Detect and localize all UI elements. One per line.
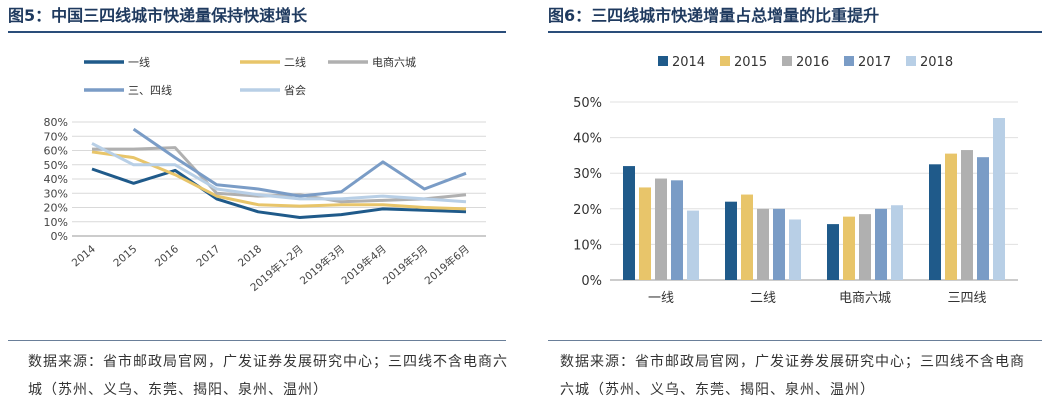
bar-2015-1 <box>639 187 651 280</box>
bar-2014-1 <box>623 166 635 280</box>
bar-2017-3 <box>875 208 887 280</box>
legend-label: 省会 <box>284 84 306 97</box>
y-tick-label: 30% <box>573 167 602 182</box>
legend-label: 电商六城 <box>372 55 416 69</box>
legend-label: 2014 <box>672 55 705 70</box>
y-tick-label: 10% <box>573 238 602 253</box>
series-line-4 <box>132 127 467 198</box>
x-tick-label: 2016 <box>153 243 181 270</box>
bar-2016-1 <box>655 178 667 280</box>
x-tick-label: 一线 <box>648 291 674 306</box>
figure-5-source-rule <box>8 340 506 341</box>
figure-6-source-rule <box>548 340 1042 341</box>
figure-5-panel: 图5：中国三四线城市快递量保持快速增长 0% 10% 20% 30% 40% 50% 60%… <box>0 0 512 411</box>
x-tick-label: 2019年4月 <box>339 242 389 287</box>
bar-2014-4 <box>929 164 941 280</box>
legend-swatch-3 <box>782 56 792 66</box>
legend-label: 2018 <box>920 55 953 70</box>
y-tick-label: 20% <box>573 203 602 218</box>
bar-2017-4 <box>977 157 989 280</box>
x-tick-label: 2014 <box>70 243 98 270</box>
y-tick-label: 50% <box>573 96 602 111</box>
x-tick-label: 2019年3月 <box>297 242 347 287</box>
y-tick-label: 20% <box>44 202 68 215</box>
figure-5-title-rule <box>8 31 506 33</box>
figure-5-title: 图5：中国三四线城市快递量保持快速增长 <box>8 6 308 25</box>
x-tick-label: 2015 <box>111 243 139 269</box>
y-tick-label: 80% <box>44 116 68 129</box>
bar-2014-3 <box>827 224 839 280</box>
line-chart: 0%10%20% 30%40%50%60% 70%80% 2014 2015 2016 20… <box>44 55 486 294</box>
x-tick-label: 三四线 <box>947 291 986 306</box>
bar-2015-4 <box>945 153 957 280</box>
bar-2018-3 <box>891 205 903 280</box>
bar-2017-2 <box>773 208 785 280</box>
legend-swatch-4 <box>844 56 854 66</box>
legend-label: 2015 <box>734 55 767 70</box>
x-tick-label: 2018 <box>236 243 264 269</box>
bar-2017-1 <box>671 180 683 280</box>
x-tick-label: 2019年6月 <box>422 242 472 287</box>
bar-2018-2 <box>789 219 801 280</box>
y-tick-label: 10% <box>44 216 68 229</box>
legend-label: 二线 <box>284 55 306 69</box>
y-tick-label: 50% <box>44 159 68 172</box>
y-tick-label: 0% <box>581 274 602 289</box>
x-tick-label: 2017 <box>194 243 222 269</box>
figure-6-title: 图6：三四线城市快递增量占总增量的比重提升 <box>548 6 880 25</box>
y-tick-label: 30% <box>44 187 68 200</box>
legend-label: 一线 <box>128 55 150 69</box>
figure-6-title-rule <box>548 31 1042 33</box>
y-tick-label: 40% <box>44 173 68 186</box>
bar-chart: 0% 10% 20% 30% 40% 50% 一线 二线 电商六城 三四线 2014 2015 2016… <box>573 55 1018 306</box>
bar-2016-4 <box>961 150 973 280</box>
legend-label: 三、四线 <box>128 83 172 97</box>
bar-2015-3 <box>843 216 855 280</box>
figure-6-panel: 图6：三四线城市快递增量占总增量的比重提升 0% 10% 20% 30% 40% 50% 一… <box>540 0 1048 411</box>
legend-swatch-5 <box>906 56 916 66</box>
bar-2014-2 <box>725 201 737 280</box>
y-tick-label: 40% <box>573 132 602 147</box>
legend-swatch-2 <box>720 56 730 66</box>
bar-2016-2 <box>757 208 769 280</box>
legend-label: 2017 <box>858 55 891 70</box>
bar-2018-1 <box>687 210 699 280</box>
series-line-5 <box>91 142 467 204</box>
x-tick-label: 二线 <box>750 291 776 306</box>
bar-2015-2 <box>741 194 753 280</box>
figure-6-source: 数据来源：省市邮政局官网，广发证券发展研究中心；三四线不含电商六城（苏州、义乌、… <box>560 354 1025 398</box>
y-tick-label: 60% <box>44 145 68 158</box>
x-tick-label: 电商六城 <box>839 291 891 306</box>
y-tick-label: 70% <box>44 130 68 143</box>
bar-2016-3 <box>859 214 871 280</box>
x-tick-label: 2019年5月 <box>380 242 430 287</box>
bar-2018-4 <box>993 118 1005 281</box>
legend-label: 2016 <box>796 55 829 70</box>
legend-swatch-1 <box>658 56 668 66</box>
series-line-1 <box>91 167 467 219</box>
y-tick-label: 0% <box>51 230 68 243</box>
figure-5-source: 数据来源：省市邮政局官网，广发证券发展研究中心；三四线不含电商六城（苏州、义乌、… <box>28 354 508 398</box>
